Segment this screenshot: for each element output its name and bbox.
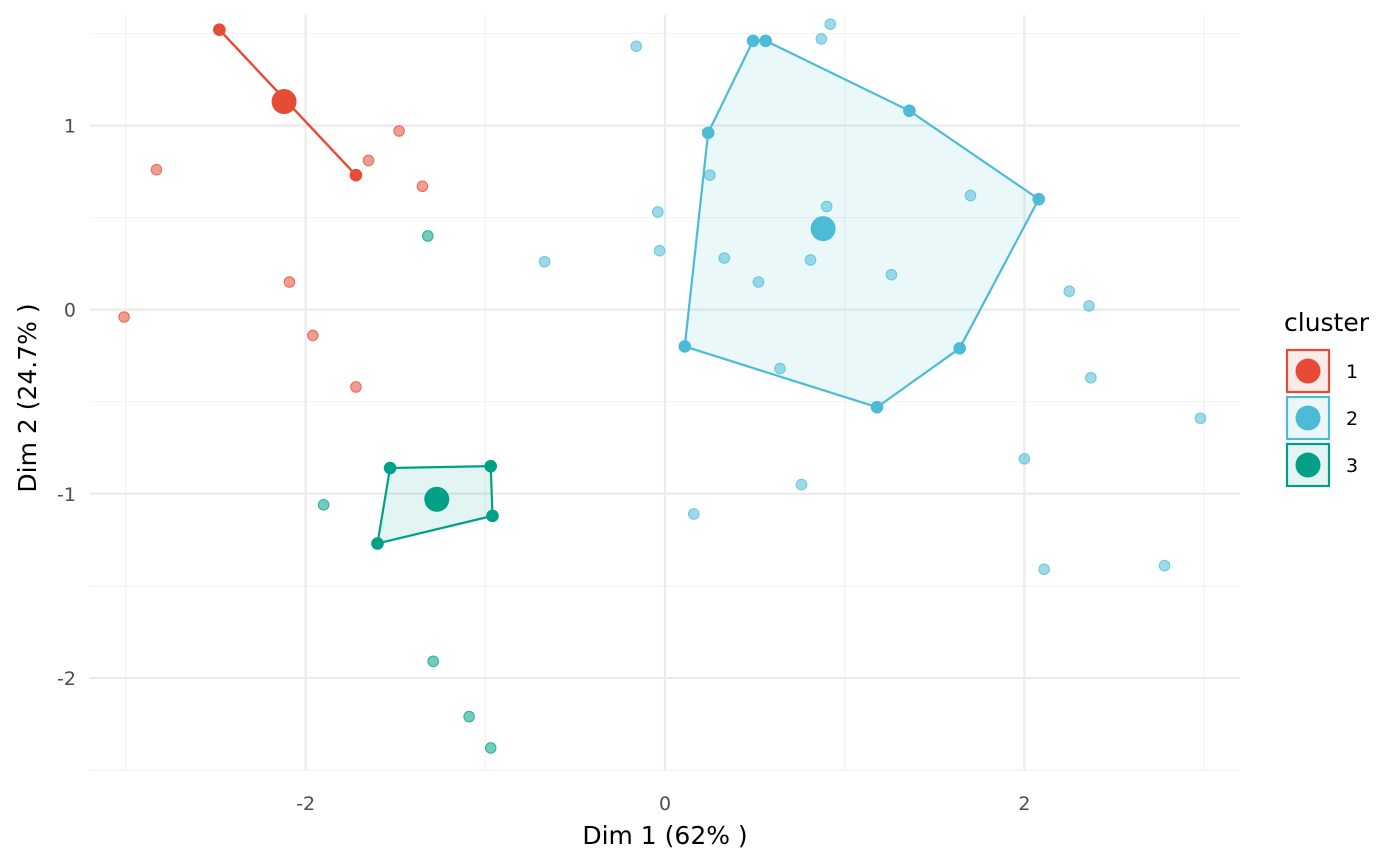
cluster-3-point <box>486 509 499 523</box>
cluster-2-point <box>824 18 837 31</box>
cluster-1-point <box>393 125 405 137</box>
cluster-2-hull <box>683 39 1040 409</box>
cluster-2-point <box>701 126 715 140</box>
cluster-3-point <box>317 499 330 511</box>
legend-label-3: 3 <box>1346 455 1358 477</box>
cluster-1-point <box>349 168 363 182</box>
cluster-1-point <box>213 23 226 37</box>
cluster-2-point <box>795 478 808 491</box>
legend-dot-3 <box>1295 452 1321 478</box>
cluster-3-point <box>484 742 497 754</box>
cluster-2-point <box>746 34 760 48</box>
cluster-3-point <box>422 230 434 242</box>
cluster-1-point <box>118 311 130 323</box>
cluster-3-point <box>427 655 440 668</box>
cluster-3-point <box>484 459 498 473</box>
legend: cluster 1 2 3 <box>1284 308 1370 488</box>
cluster-hulls <box>218 28 1040 545</box>
legend-label-1: 1 <box>1346 361 1358 383</box>
cluster-2-point <box>1194 412 1207 425</box>
cluster-2-point <box>1085 371 1097 384</box>
cluster-3-point <box>383 461 397 475</box>
cluster-2-point <box>815 33 828 45</box>
cluster-2-point <box>759 34 772 48</box>
legend-title: cluster <box>1284 308 1370 337</box>
cluster-1-point <box>416 180 429 193</box>
cluster-3-center <box>424 486 450 512</box>
cluster-2-point <box>1032 192 1046 206</box>
cluster-2-point <box>774 362 786 375</box>
cluster-3-point <box>463 710 475 723</box>
cluster-2-point <box>953 342 966 355</box>
legend-label-2: 2 <box>1346 408 1358 430</box>
x-tick-label: 2 <box>1018 793 1030 815</box>
cluster-1-point <box>307 329 319 342</box>
cluster-2-point <box>752 276 765 288</box>
cluster-centers <box>271 89 836 512</box>
cluster-3-point <box>371 537 384 550</box>
cluster-2-point <box>704 169 716 182</box>
cluster-2-point <box>652 206 664 218</box>
x-tick-label: -2 <box>296 793 315 815</box>
cluster-1-point <box>362 154 375 167</box>
y-axis-ticks: -2 -1 0 1 <box>57 115 76 689</box>
y-tick-label: -1 <box>57 484 76 506</box>
cluster-2-point <box>870 400 884 414</box>
cluster-2-point <box>820 200 833 213</box>
cluster-1-point <box>350 381 362 393</box>
cluster-2-point <box>964 189 977 202</box>
cluster-2-point <box>687 508 700 520</box>
cluster-1-point <box>150 163 163 176</box>
cluster-2-point <box>653 244 666 257</box>
cluster-2-point <box>538 255 551 268</box>
x-axis-ticks: -2 0 2 <box>296 793 1030 815</box>
cluster-2-point <box>718 252 731 264</box>
cluster-2-point <box>1018 452 1031 465</box>
y-tick-label: -2 <box>57 668 76 690</box>
y-tick-label: 1 <box>64 115 76 137</box>
x-axis-title: Dim 1 (62% ) <box>582 821 747 850</box>
cluster-1-center <box>271 89 297 115</box>
y-axis-title: Dim 2 (24.7% ) <box>13 303 42 492</box>
cluster-2-point <box>804 254 817 266</box>
cluster-2-point <box>630 40 643 53</box>
data-points <box>118 18 1207 754</box>
x-tick-label: 0 <box>659 793 671 815</box>
legend-dot-2 <box>1295 405 1321 431</box>
cluster-2-point <box>1083 300 1095 312</box>
y-tick-label: 0 <box>64 300 76 322</box>
cluster-2-point <box>885 268 898 281</box>
cluster-2-point <box>678 340 692 353</box>
cluster-2-point <box>1063 285 1076 298</box>
cluster-2-point <box>1038 563 1050 576</box>
cluster-1-point <box>283 276 296 288</box>
cluster-2-point <box>903 104 916 118</box>
legend-dot-1 <box>1295 358 1321 384</box>
cluster-2-center <box>810 216 836 242</box>
grid-major <box>90 15 1240 770</box>
cluster-2-point <box>1158 559 1171 572</box>
